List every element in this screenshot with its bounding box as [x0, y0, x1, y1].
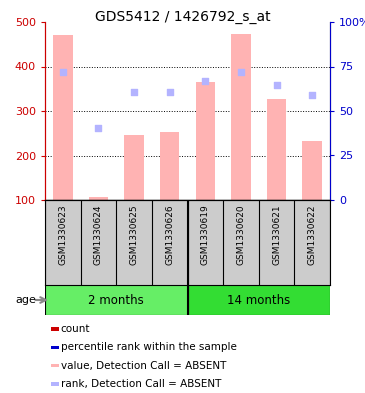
Text: GSM1330623: GSM1330623	[58, 204, 67, 265]
Bar	[267, 99, 287, 200]
Text: GSM1330624: GSM1330624	[94, 204, 103, 265]
Bar	[188, 285, 330, 315]
Bar	[196, 82, 215, 200]
Text: GSM1330625: GSM1330625	[130, 204, 139, 265]
Point	[167, 89, 173, 95]
Text: GSM1330620: GSM1330620	[237, 204, 245, 265]
Text: value, Detection Call = ABSENT: value, Detection Call = ABSENT	[61, 361, 226, 371]
Bar	[51, 327, 59, 331]
Text: GSM1330621: GSM1330621	[272, 204, 281, 265]
Text: 2 months: 2 months	[88, 294, 144, 307]
Point	[238, 69, 244, 75]
Point	[274, 82, 280, 88]
Text: rank, Detection Call = ABSENT: rank, Detection Call = ABSENT	[61, 379, 221, 389]
Bar	[51, 382, 59, 386]
Bar	[51, 364, 59, 367]
Point	[96, 125, 101, 131]
Point	[309, 92, 315, 99]
Bar	[160, 132, 180, 200]
Text: percentile rank within the sample: percentile rank within the sample	[61, 342, 237, 353]
Text: GDS5412 / 1426792_s_at: GDS5412 / 1426792_s_at	[95, 10, 270, 24]
Point	[60, 69, 66, 75]
Bar	[89, 197, 108, 200]
Point	[131, 89, 137, 95]
Bar	[302, 141, 322, 200]
Text: age: age	[15, 295, 36, 305]
Text: GSM1330622: GSM1330622	[308, 204, 317, 265]
Text: GSM1330626: GSM1330626	[165, 204, 174, 265]
Text: count: count	[61, 324, 90, 334]
Bar	[45, 285, 188, 315]
Bar	[53, 35, 73, 200]
Text: 14 months: 14 months	[227, 294, 291, 307]
Point	[202, 77, 208, 84]
Bar	[231, 35, 251, 200]
Bar	[124, 134, 144, 200]
Bar	[51, 345, 59, 349]
Text: GSM1330619: GSM1330619	[201, 204, 210, 265]
